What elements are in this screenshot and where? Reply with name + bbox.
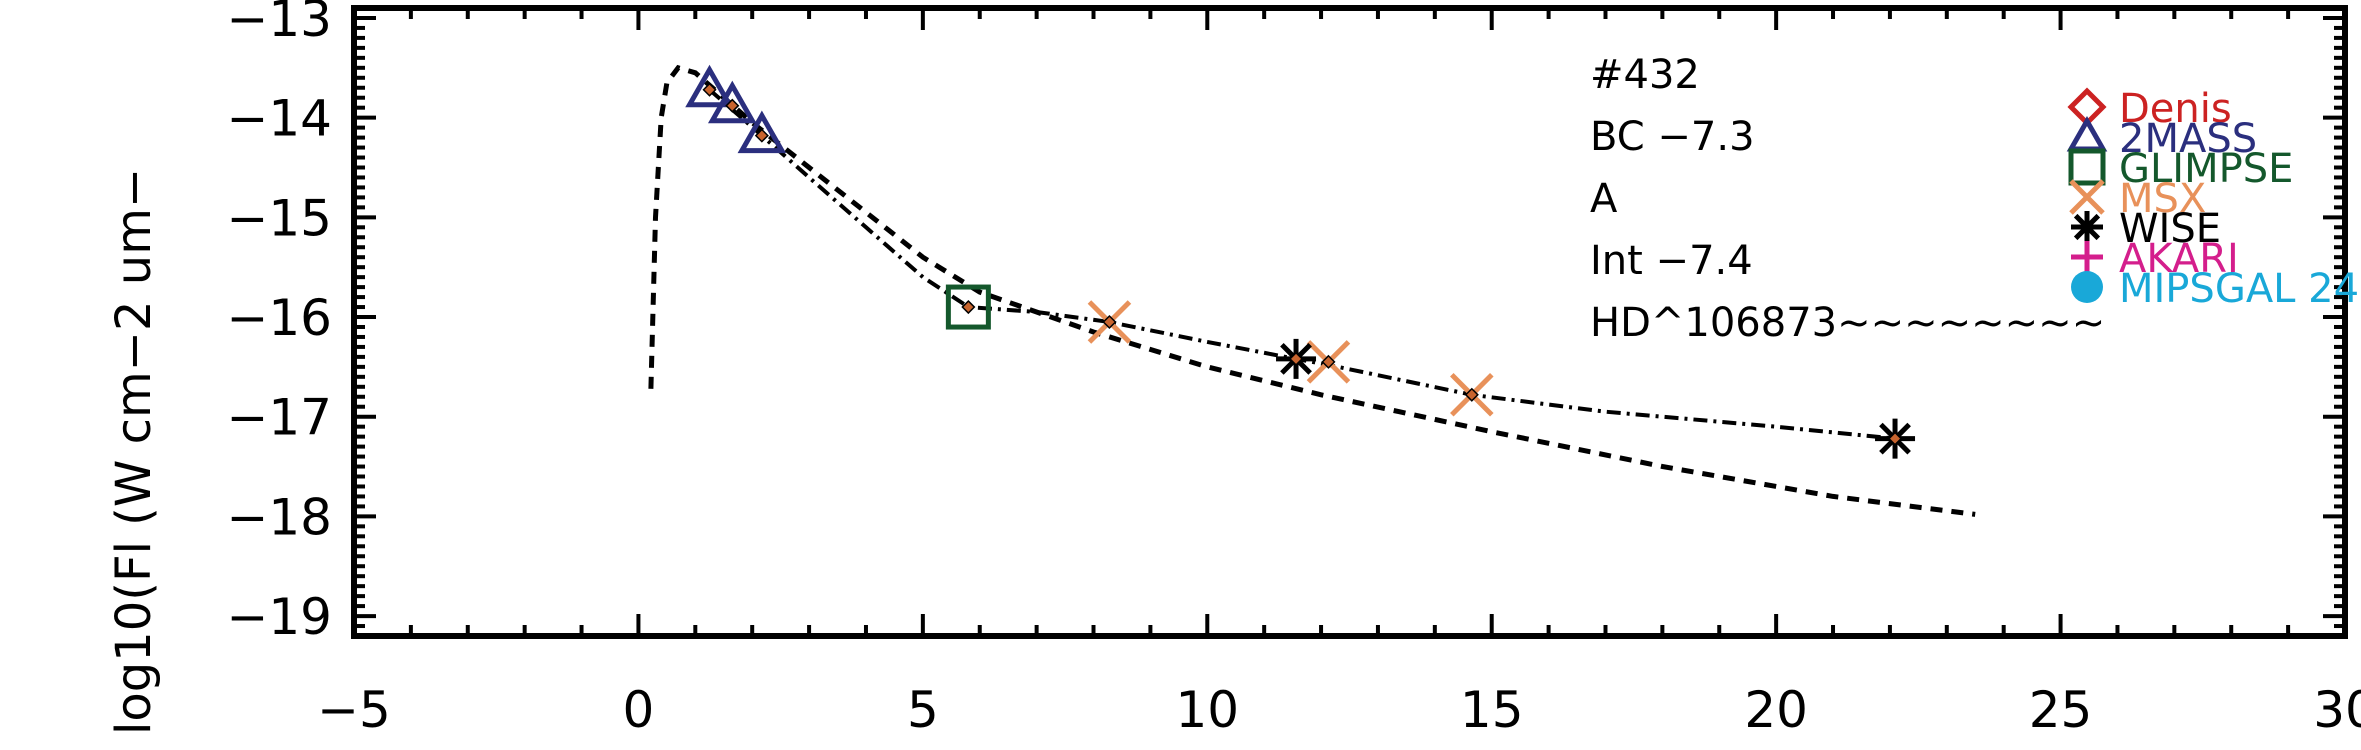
square-shape [2068, 148, 2106, 186]
legend-label-mipsgal-24: MIPSGAL 24 [2119, 266, 2359, 312]
axis-ticks [352, 6, 2347, 638]
annotation-line: BC −7.3 [1590, 114, 1755, 160]
measured-dot [702, 82, 717, 97]
legend-marker-msx [2069, 179, 2105, 215]
measured-dot [754, 128, 769, 143]
legend-marker-glimpse [2068, 148, 2106, 186]
y-tick-label: −14 [226, 90, 332, 148]
legend-label-akari: AKARI [2119, 236, 2239, 282]
x-tick-label: 25 [2029, 681, 2093, 739]
asterisk-stroke [2073, 213, 2101, 241]
y-tick-label: −19 [226, 588, 332, 646]
plot-border [351, 5, 2348, 639]
x-tick-label: 0 [623, 681, 655, 739]
square-shape [945, 284, 991, 330]
measured-dot [1321, 354, 1336, 369]
x-tick-label: 30 [2313, 681, 2361, 739]
legend-label-wise: WISE [2119, 206, 2221, 252]
legend-marker-akari [2071, 241, 2103, 273]
circle-shape [2071, 271, 2103, 303]
data-point-glimpse [945, 284, 991, 330]
triangle-shape [685, 64, 734, 108]
y-tick-label: −17 [226, 389, 332, 447]
y-axis-label: log10(Fl (W cm−2 um− [106, 168, 162, 735]
x-stroke [2069, 179, 2105, 215]
data-point-2mass [707, 80, 757, 124]
legend-marker-2mass [2066, 115, 2108, 152]
legend-label-2mass: 2MASS [2119, 116, 2257, 162]
annotation-line: A [1590, 176, 1618, 222]
measured-dot [1288, 351, 1304, 366]
measured-dot [961, 299, 976, 315]
model-curve-dashed [648, 64, 1976, 517]
y-tick-label: −15 [226, 189, 332, 247]
data-point-2mass [685, 64, 734, 108]
x-tick-label: 10 [1175, 681, 1239, 739]
annotation-line: #432 [1590, 52, 1700, 98]
annotations: #432 BC −7.3 A Int −7.4 HD^106873~~~~~~~~ [1590, 52, 2105, 346]
fit-curve-dashdot [708, 88, 1896, 441]
x-tick-label: −5 [317, 681, 391, 739]
x-tick-label: 15 [1460, 681, 1524, 739]
curves [648, 64, 1976, 517]
y-tick-label: −18 [226, 488, 332, 546]
tick-labels: −5 0 5 10 15 20 25 30 −19 −18 −17 −16 −15 −14 −13 [226, 0, 2361, 739]
triangle-shape [2066, 115, 2108, 152]
triangle-shape [707, 80, 757, 124]
annotation-line: Int −7.4 [1590, 238, 1753, 284]
measured-dot [725, 98, 740, 113]
x-tick-label: 5 [907, 681, 939, 739]
x-tick-label: 20 [1744, 681, 1808, 739]
measured-dot [1887, 431, 1903, 446]
data-markers [685, 64, 1916, 459]
legend-marker-wise [2071, 211, 2103, 243]
plot-frame [351, 5, 2348, 639]
triangle-shape [737, 110, 787, 154]
legend-label-denis: Denis [2119, 86, 2232, 132]
legend-label-msx: MSX [2119, 176, 2206, 222]
legend-label-glimpse: GLIMPSE [2119, 146, 2293, 192]
legend-marker-mipsgal-24 [2071, 271, 2103, 303]
measured-dot [1102, 314, 1117, 330]
y-tick-label: −13 [226, 0, 332, 48]
y-tick-label: −16 [226, 289, 332, 347]
data-point-2mass [737, 110, 787, 154]
annotation-line: HD^106873~~~~~~~~ [1590, 300, 2105, 346]
measured-dot [1464, 387, 1479, 402]
